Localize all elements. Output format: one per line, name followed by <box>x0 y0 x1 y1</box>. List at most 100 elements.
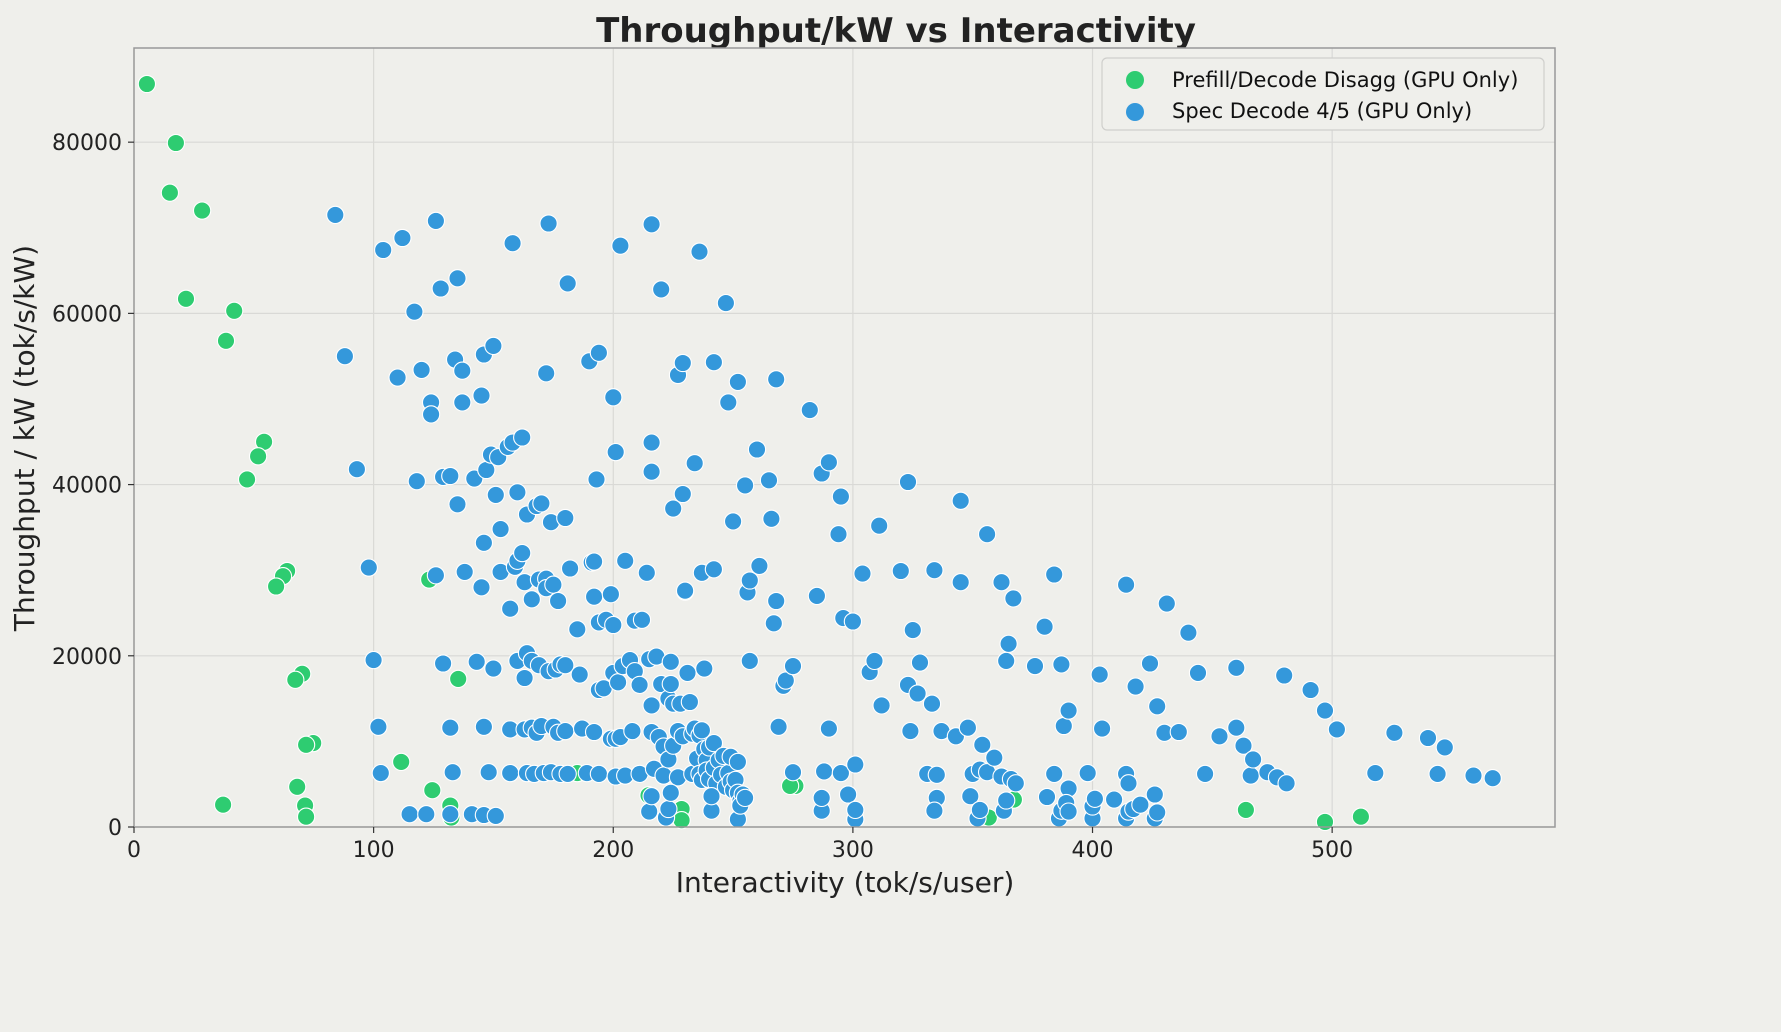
data-point <box>997 651 1016 671</box>
data-point <box>680 692 700 712</box>
x-tick-label: 500 <box>1311 838 1353 863</box>
data-point <box>405 302 424 321</box>
data-point <box>453 361 472 380</box>
data-point <box>501 599 520 618</box>
data-point <box>286 670 305 689</box>
data-point <box>903 620 922 640</box>
data-point <box>558 764 577 784</box>
data-point <box>1119 774 1138 793</box>
y-axis-label: Throughput / kW (tok/s/kW) <box>8 245 41 632</box>
plot-area <box>133 47 1556 832</box>
data-point <box>423 781 442 800</box>
data-point <box>783 763 803 782</box>
data-point <box>692 721 712 740</box>
data-point <box>1315 812 1335 832</box>
data-point <box>973 735 992 754</box>
data-point <box>922 694 942 713</box>
data-point <box>1483 769 1502 788</box>
data-point <box>812 788 831 808</box>
data-point <box>176 289 196 308</box>
plot-background <box>134 48 1555 827</box>
data-point <box>611 236 630 255</box>
data-point <box>846 800 865 820</box>
data-point <box>604 388 623 407</box>
data-point <box>237 470 257 489</box>
data-point <box>508 483 527 502</box>
data-point <box>335 347 355 366</box>
data-point <box>1148 697 1167 716</box>
data-point <box>640 802 659 821</box>
data-point <box>1045 764 1064 784</box>
data-point <box>558 274 577 293</box>
data-point <box>750 556 769 576</box>
x-axis-ticks: 0 100 200 300 400 500 <box>127 827 1353 863</box>
data-point <box>455 562 474 582</box>
y-tick-label: 80000 <box>52 131 122 156</box>
data-point <box>661 652 680 671</box>
data-point <box>137 74 157 94</box>
data-point <box>819 719 839 738</box>
data-point <box>846 755 865 774</box>
data-point <box>829 525 848 544</box>
data-point <box>630 675 649 695</box>
data-point <box>767 370 786 389</box>
data-point <box>970 800 990 820</box>
data-point <box>1148 803 1167 822</box>
data-point <box>1188 663 1208 683</box>
data-point <box>1428 764 1447 784</box>
data-point <box>776 671 795 690</box>
y-tick-label: 0 <box>108 816 122 841</box>
data-point <box>685 454 704 473</box>
legend: Prefill/Decode Disagg (GPU Only) Spec De… <box>1101 57 1545 131</box>
data-point <box>421 405 441 424</box>
data-point <box>690 242 709 261</box>
data-point <box>910 653 930 672</box>
data-point <box>1004 589 1023 608</box>
data-point <box>740 651 759 671</box>
data-point <box>853 564 872 583</box>
data-point <box>407 472 426 491</box>
data-point <box>449 669 468 689</box>
data-point <box>584 587 604 606</box>
legend-marker-blue-icon <box>1126 103 1144 121</box>
data-point <box>1104 790 1124 809</box>
data-point <box>1078 763 1097 783</box>
data-point <box>1025 656 1045 676</box>
y-tick-label: 20000 <box>52 645 122 670</box>
data-point <box>800 400 819 420</box>
data-point <box>359 558 378 577</box>
data-point <box>503 234 522 253</box>
data-point <box>448 495 467 514</box>
data-point <box>1277 774 1296 793</box>
data-point <box>673 484 692 504</box>
data-point <box>769 717 788 736</box>
data-point <box>601 585 621 604</box>
data-point <box>901 721 920 741</box>
data-point <box>296 807 316 826</box>
data-point <box>589 343 609 362</box>
data-point <box>443 763 462 782</box>
data-point <box>441 805 460 824</box>
legend-label-prefill-decode: Prefill/Decode Disagg (GPU Only) <box>1172 68 1518 92</box>
data-point <box>951 491 970 510</box>
x-axis-label: Interactivity (tok/s/user) <box>676 866 1015 899</box>
y-tick-label: 60000 <box>52 302 122 327</box>
data-point <box>1169 722 1188 742</box>
data-point <box>544 575 563 594</box>
data-point <box>400 805 419 824</box>
data-point <box>1301 680 1320 700</box>
data-point <box>556 656 575 675</box>
data-point <box>266 577 286 596</box>
data-point <box>661 783 680 802</box>
data-point <box>426 211 446 231</box>
data-point <box>814 762 834 781</box>
data-point <box>925 801 944 820</box>
data-point <box>977 525 997 544</box>
data-point <box>958 718 978 737</box>
data-point <box>532 494 551 513</box>
data-point <box>537 364 556 383</box>
data-point <box>364 650 383 670</box>
data-point <box>1045 565 1064 584</box>
data-point <box>216 331 236 350</box>
